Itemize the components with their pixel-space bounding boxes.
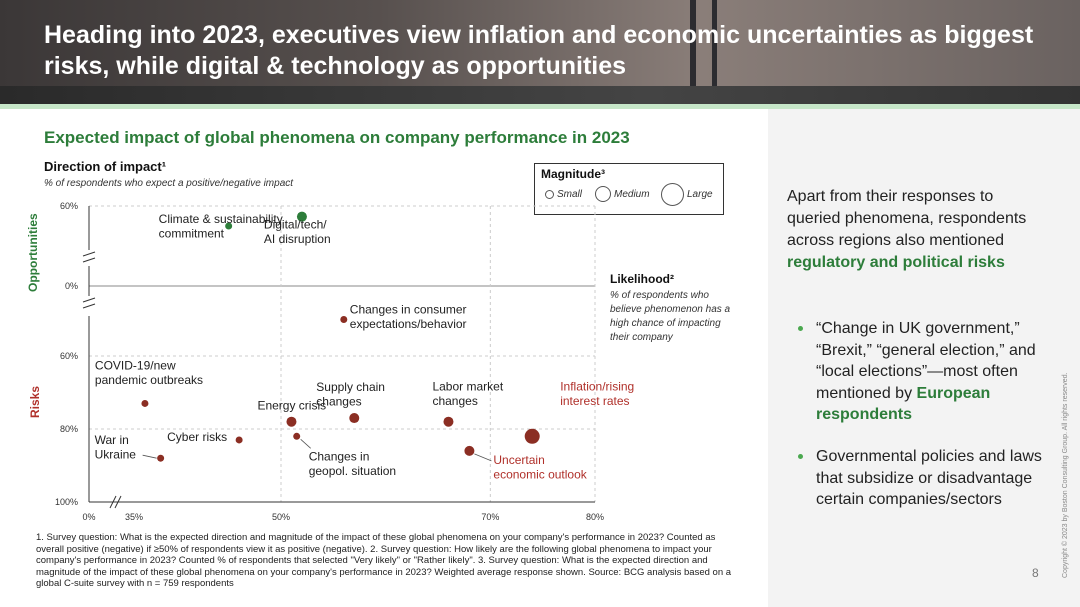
leader-line [142, 454, 157, 459]
slide-title: Heading into 2023, executives view infla… [44, 21, 1034, 80]
point-label: War in Ukraine [95, 433, 137, 462]
x-tick-label: 50% [272, 512, 290, 522]
direction-subtitle: % of respondents who expect a positive/n… [44, 178, 294, 189]
data-point [296, 211, 307, 222]
bridge-pylon-image [690, 0, 696, 104]
data-point [293, 432, 301, 440]
page-number: 8 [1032, 566, 1039, 580]
point-label: Inflation/rising interest rates [560, 379, 634, 408]
bullet-1-text: “Change in UK government,” “Brexit,” “ge… [816, 318, 1048, 426]
right-panel [768, 109, 1080, 607]
small-circle-icon [545, 190, 554, 199]
data-point [157, 454, 165, 462]
axis-break-icon [82, 257, 96, 263]
likelihood-subtitle: % of respondents who believe phenomenon … [610, 290, 731, 343]
point-label: Climate & sustainability commitment [159, 212, 283, 241]
data-point [524, 428, 540, 444]
intro-highlight: regulatory and political risks [787, 254, 1005, 271]
magnitude-legend: Magnitude³ Small Medium Large [534, 163, 724, 215]
direction-title: Direction of impact¹ [44, 159, 167, 174]
intro-text: Apart from their responses to queried ph… [787, 188, 1027, 249]
point-label: Changes in consumer expectations/behavior [350, 303, 467, 332]
point-label: Energy crisis [257, 399, 326, 413]
data-point [141, 399, 149, 407]
copyright: Copyright © 2023 by Boston Consulting Gr… [1062, 372, 1069, 578]
header-banner: Heading into 2023, executives view infla… [0, 0, 1080, 104]
bridge-pylon-image-2 [712, 0, 717, 104]
point-label: Supply chain changes [316, 380, 385, 409]
x-tick-label: 35% [125, 512, 143, 522]
axis-break-icon [82, 251, 96, 257]
x-tick-label: 70% [481, 512, 499, 522]
data-point [225, 222, 233, 230]
medium-circle-icon [595, 186, 611, 202]
legend-medium: Medium [595, 186, 650, 202]
y-tick-label: 60% [60, 201, 78, 211]
data-point [464, 445, 475, 456]
point-label: Changes in geopol. situation [309, 449, 396, 478]
legend-small-label: Small [557, 189, 583, 200]
likelihood-title: Likelihood² [610, 272, 674, 286]
point-label: COVID-19/new pandemic outbreaks [95, 358, 203, 387]
x-tick-label: 80% [586, 512, 604, 522]
data-point [349, 413, 360, 424]
point-label: Digital/tech/AI disruption [264, 218, 331, 247]
footnote: 1. Survey question: What is the expected… [36, 532, 732, 589]
axis-break-icon [109, 495, 117, 509]
y-tick-label: 80% [60, 424, 78, 434]
bullet-dot-icon [798, 454, 803, 459]
y-tick-label: 0% [65, 281, 78, 291]
axis-break-icon [114, 495, 122, 509]
point-label: Cyber risks [167, 430, 227, 444]
x-tick-label: 0% [82, 512, 95, 522]
y-tick-label: 100% [55, 497, 78, 507]
legend-title: Magnitude³ [541, 167, 605, 181]
axis-break-icon [82, 297, 96, 303]
bullet-2-text: Governmental policies and laws that subs… [816, 448, 1042, 508]
bullet-dot-icon [798, 326, 803, 331]
legend-small: Small [545, 189, 582, 200]
right-panel-intro: Apart from their responses to queried ph… [787, 186, 1047, 274]
bullet-1-highlight: European respondents [816, 384, 991, 424]
data-point [340, 316, 348, 323]
data-point [443, 416, 454, 427]
axis-break-icon [82, 303, 96, 309]
legend-large: Large [661, 183, 713, 206]
point-label: Labor market changes [432, 380, 503, 409]
data-point [286, 416, 297, 427]
data-point [235, 436, 243, 444]
bridge-road-image [0, 86, 1080, 104]
large-circle-icon [661, 183, 684, 206]
leader-line [300, 439, 311, 449]
header-accent-bar [0, 104, 1080, 109]
y-tick-label: 60% [60, 351, 78, 361]
point-label: Uncertain economic outlook [493, 453, 587, 482]
bullet-1-body: “Change in UK government,” “Brexit,” “ge… [816, 320, 1036, 402]
legend-large-label: Large [687, 189, 713, 200]
chart-title: Expected impact of global phenomena on c… [44, 128, 630, 147]
legend-medium-label: Medium [614, 188, 650, 200]
leader-line [474, 453, 492, 462]
